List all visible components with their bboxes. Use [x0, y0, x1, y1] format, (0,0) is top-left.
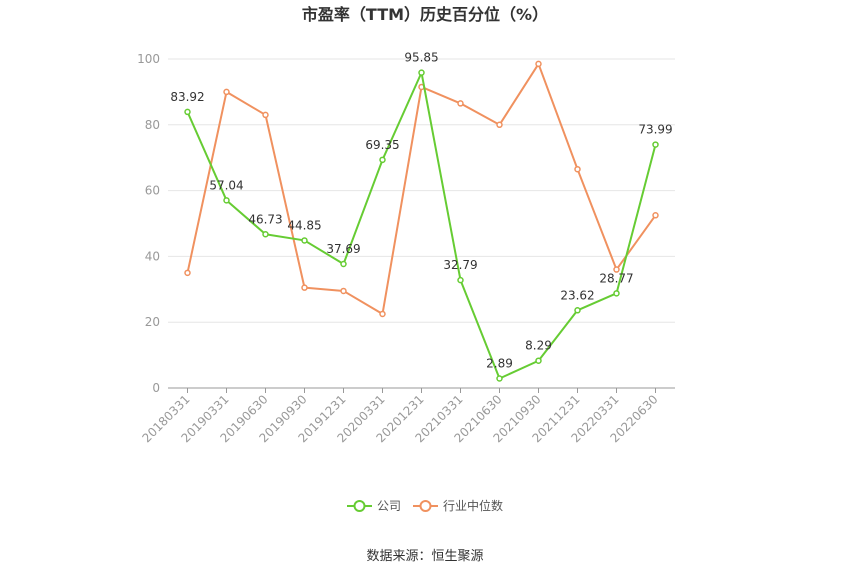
- source-text: 数据来源：恒生聚源: [366, 549, 483, 564]
- data-label-company: 28.77: [599, 271, 633, 285]
- y-tick-label: 40: [145, 249, 160, 263]
- data-point-company[interactable]: [379, 156, 386, 164]
- series-group: [184, 60, 659, 382]
- data-point-company[interactable]: [262, 231, 269, 238]
- data-point-company[interactable]: [613, 290, 620, 297]
- y-tick-label: 80: [145, 118, 160, 132]
- data-label-company: 2.89: [486, 356, 513, 370]
- data-label-company: 46.73: [248, 212, 282, 226]
- data-point-company[interactable]: [223, 197, 230, 204]
- data-label-company: 32.79: [443, 258, 477, 272]
- chart-title: 市盈率（TTM）历史百分位（%）: [302, 5, 548, 24]
- legend: 公司 行业中位数: [347, 498, 503, 513]
- legend-item-industry-median[interactable]: 行业中位数: [413, 498, 503, 513]
- data-point-industry-median[interactable]: [223, 88, 230, 96]
- data-point-industry-median[interactable]: [535, 60, 542, 68]
- data-labels: 83.92 57.04 46.73 44.85 37.69 69.35 95.85 32.79…: [170, 51, 672, 371]
- data-point-company[interactable]: [457, 276, 464, 284]
- data-point-industry-median[interactable]: [613, 266, 620, 273]
- data-point-industry-median[interactable]: [262, 111, 269, 119]
- y-tick-label: 100: [137, 52, 160, 66]
- data-label-company: 8.29: [525, 339, 552, 353]
- legend-marker-industry-median: [419, 500, 432, 512]
- data-point-company[interactable]: [340, 260, 347, 268]
- data-label-company: 73.99: [638, 123, 672, 137]
- y-axis: 0 20 40 60 80 100: [137, 52, 160, 395]
- x-axis: 2018033120190331201906302019093020191231…: [140, 387, 675, 445]
- data-point-industry-median[interactable]: [652, 212, 659, 219]
- data-label-company: 44.85: [287, 218, 321, 232]
- data-point-industry-median[interactable]: [301, 284, 308, 291]
- data-label-company: 69.35: [365, 138, 399, 152]
- data-point-company[interactable]: [184, 108, 191, 116]
- data-point-company[interactable]: [535, 357, 542, 364]
- data-point-industry-median[interactable]: [340, 287, 347, 295]
- data-point-industry-median[interactable]: [184, 269, 191, 277]
- data-point-company[interactable]: [652, 141, 659, 148]
- legend-label-industry-median: 行业中位数: [443, 498, 503, 513]
- data-point-company[interactable]: [574, 307, 581, 314]
- y-tick-label: 0: [152, 381, 160, 395]
- data-label-company: 37.69: [326, 242, 360, 256]
- grid: [168, 58, 675, 323]
- legend-marker-company: [353, 500, 366, 512]
- data-point-industry-median[interactable]: [574, 165, 581, 173]
- data-label-company: 23.62: [560, 288, 594, 302]
- data-point-industry-median[interactable]: [457, 100, 464, 107]
- y-tick-label: 20: [145, 315, 160, 329]
- data-point-company[interactable]: [418, 69, 425, 76]
- y-tick-label: 60: [145, 184, 160, 198]
- legend-item-company[interactable]: 公司: [347, 499, 401, 513]
- data-point-industry-median[interactable]: [496, 121, 503, 129]
- data-point-company[interactable]: [496, 375, 503, 382]
- data-point-company[interactable]: [301, 237, 308, 244]
- data-label-company: 95.85: [404, 51, 438, 65]
- data-point-industry-median[interactable]: [379, 310, 386, 318]
- data-label-company: 83.92: [170, 90, 204, 104]
- data-label-company: 57.04: [209, 178, 243, 192]
- series-line-industry-median: [186, 62, 657, 315]
- legend-label-company: 公司: [377, 499, 401, 513]
